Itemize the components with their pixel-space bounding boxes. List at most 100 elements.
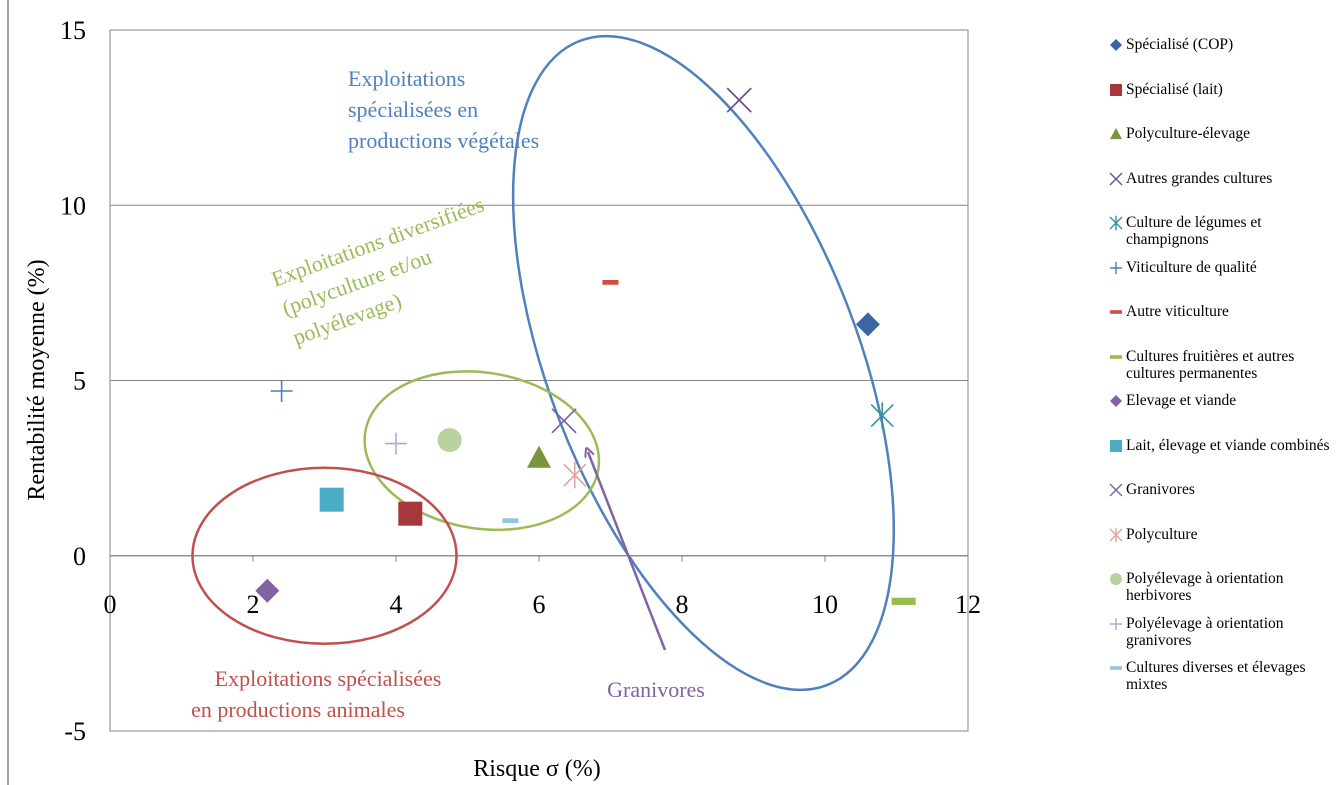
- legend-item: Polyélevage à orientation herbivores: [1108, 570, 1343, 615]
- legend-item: Spécialisé (lait): [1108, 81, 1343, 126]
- legend-marker: [1110, 310, 1122, 314]
- x-tick-label: 0: [104, 590, 117, 619]
- legend-label: Cultures fruitières et autres cultures p…: [1126, 347, 1295, 382]
- legend-label: Cultures diverses et élevages mixtes: [1126, 659, 1306, 693]
- legend-label: Lait, élevage et viande combinés: [1126, 436, 1330, 454]
- legend-label: Autres grandes cultures: [1126, 169, 1273, 187]
- annotation-group: Exploitations diversifiées(polyculture e…: [268, 192, 487, 350]
- legend-marker-shape: [1110, 261, 1122, 274]
- legend-label: Spécialisé (COP): [1126, 36, 1234, 53]
- data-point: [870, 402, 894, 429]
- legend-label: Spécialisé (lait): [1126, 80, 1223, 98]
- x-tick-label: 10: [812, 590, 838, 619]
- legend-item: Viticulture de qualité: [1108, 259, 1343, 304]
- legend-marker: [1110, 617, 1122, 630]
- data-point: [270, 380, 293, 403]
- annotation-group: Exploitations spécialisées en productions…: [191, 666, 441, 722]
- legend-item: Polyculture: [1108, 526, 1343, 571]
- legend-label: Polyélevage à orientation granivores: [1126, 614, 1284, 649]
- data-point: [255, 578, 280, 603]
- legend-marker-shape: [1110, 439, 1122, 452]
- legend-label: Autre viticulture: [1126, 303, 1229, 320]
- y-tick-label: 10: [60, 191, 86, 220]
- data-point: [602, 279, 619, 285]
- legend-marker: [1109, 215, 1123, 231]
- legend-item: Cultures fruitières et autres cultures p…: [1108, 348, 1343, 393]
- x-tick-label: 6: [533, 590, 546, 619]
- y-axis-title: Rentabilité moyenne (%): [24, 259, 50, 500]
- legend-marker-shape: [1110, 617, 1122, 630]
- x-tick-label: 4: [390, 590, 403, 619]
- annotation-text: Exploitations spécialisées: [215, 666, 442, 691]
- group-ellipse-vegetal: [511, 34, 896, 692]
- annotation-group: Granivores: [607, 677, 705, 702]
- data-point: [551, 408, 577, 434]
- legend-item: Lait, élevage et viande combinés: [1108, 437, 1343, 482]
- legend-item: Polyélevage à orientation granivores: [1108, 615, 1343, 660]
- legend-marker-shape: [1109, 483, 1123, 497]
- annotation-group: Exploitations spécialisées en productions …: [348, 66, 539, 153]
- legend-marker-shape: [1109, 172, 1123, 185]
- legend-marker-shape: [1110, 128, 1122, 140]
- x-tick-label: 8: [676, 590, 689, 619]
- legend-marker-shape: [1109, 215, 1123, 231]
- annotation-text: en productions animales: [191, 697, 405, 722]
- legend-item: Polyculture-élevage: [1108, 125, 1343, 170]
- x-tick-label: 2: [247, 590, 260, 619]
- data-point: [502, 518, 519, 524]
- legend-item: Spécialisé (COP): [1108, 36, 1343, 81]
- legend-item: Autre viticulture: [1108, 303, 1343, 348]
- legend-item: Cultures diverses et élevages mixtes: [1108, 659, 1343, 704]
- data-point: [437, 428, 462, 453]
- legend-marker: [1110, 439, 1122, 452]
- data-point: [398, 501, 423, 526]
- granivores-arrow: [588, 452, 667, 651]
- data-point: [385, 432, 407, 455]
- legend-label: Culture de légumes et champignons: [1126, 214, 1262, 248]
- legend-marker: [1109, 172, 1123, 185]
- legend-marker: [1109, 483, 1123, 497]
- annotation-text: productions végétales: [348, 128, 539, 153]
- annotation-text: spécialisées en: [348, 97, 478, 122]
- data-point: [319, 487, 344, 512]
- y-tick-label: -5: [64, 717, 86, 746]
- legend-item: Culture de légumes et champignons: [1108, 214, 1343, 259]
- legend-marker: [1110, 83, 1122, 96]
- annotation-text: Granivores: [607, 677, 705, 702]
- data-point: [726, 87, 752, 113]
- legend-marker: [1110, 39, 1122, 51]
- legend-marker-shape: [1110, 83, 1122, 96]
- legend-marker: [1110, 128, 1122, 140]
- legend-item: Granivores: [1108, 481, 1343, 526]
- chart-legend: Spécialisé (COP) Spécialisé (lait) Polycul…: [1108, 36, 1343, 704]
- data-point: [527, 445, 551, 468]
- legend-label: Viticulture de qualité: [1126, 258, 1257, 276]
- scatter-chart: -5 0 5 10 15 0 2 4 6 8 10 12 Risque σ (%) Rentabilité…: [7, 0, 981, 785]
- annotation-text: Exploitations: [348, 66, 465, 91]
- legend-marker-shape: [1110, 354, 1122, 359]
- legend-label: Polyculture: [1126, 525, 1198, 543]
- legend-marker-shape: [1110, 573, 1122, 585]
- legend-marker: [1110, 395, 1122, 407]
- data-point: [891, 597, 916, 605]
- legend-marker-shape: [1110, 395, 1122, 407]
- legend-item: Elevage et viande: [1108, 392, 1343, 437]
- data-point: [855, 312, 880, 337]
- y-tick-label: 15: [60, 16, 86, 45]
- legend-marker-shape: [1110, 39, 1122, 51]
- legend-marker: [1110, 666, 1122, 670]
- y-tick-label: 0: [73, 542, 86, 571]
- legend-label: Polyculture-élevage: [1126, 125, 1250, 142]
- legend-label: Elevage et viande: [1126, 392, 1237, 409]
- group-ellipse-diversified: [363, 370, 601, 532]
- group-ellipse-animal: [191, 466, 458, 645]
- legend-item: Autres grandes cultures: [1108, 170, 1343, 215]
- legend-marker: [1110, 354, 1122, 359]
- x-tick-label: 12: [955, 590, 981, 619]
- x-axis-title: Risque σ (%): [473, 756, 601, 782]
- y-tick-label: 5: [73, 367, 86, 396]
- legend-label: Polyélevage à orientation herbivores: [1126, 570, 1284, 604]
- legend-marker-shape: [1110, 666, 1122, 670]
- legend-marker: [1109, 527, 1123, 542]
- legend-label: Granivores: [1126, 481, 1195, 498]
